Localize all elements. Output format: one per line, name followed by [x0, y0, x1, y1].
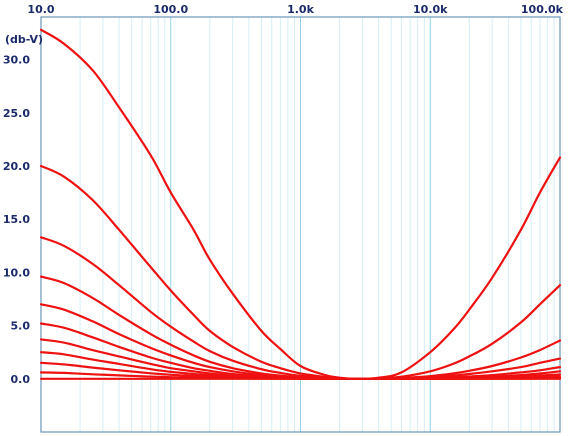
- y-axis-tick-labels: 30.0 25.0 20.0 15.0 10.0 5.0 0.0: [3, 54, 30, 386]
- x-tick-label: 10.0k: [413, 3, 448, 16]
- y-axis-label: (db-V): [5, 33, 43, 46]
- series-group: [39, 28, 562, 380]
- series-line-1: [39, 28, 562, 380]
- y-tick-label: 0.0: [11, 373, 31, 386]
- y-tick-label: 10.0: [3, 266, 30, 279]
- x-tick-label: 10.0: [27, 3, 54, 16]
- y-tick-label: 25.0: [3, 107, 30, 120]
- x-tick-label: 1.0k: [287, 3, 314, 16]
- series-line-2: [39, 164, 562, 380]
- y-tick-label: 5.0: [11, 320, 31, 333]
- y-tick-label: 15.0: [3, 213, 30, 226]
- x-tick-label: 100.0: [153, 3, 188, 16]
- plot-frame: [40, 16, 561, 433]
- x-axis-tick-labels: 10.0 100.0 1.0k 10.0k 100.0k: [27, 3, 563, 16]
- x-tick-label: 100.0k: [521, 3, 564, 16]
- y-tick-label: 20.0: [3, 160, 30, 173]
- y-tick-label: 30.0: [3, 54, 30, 67]
